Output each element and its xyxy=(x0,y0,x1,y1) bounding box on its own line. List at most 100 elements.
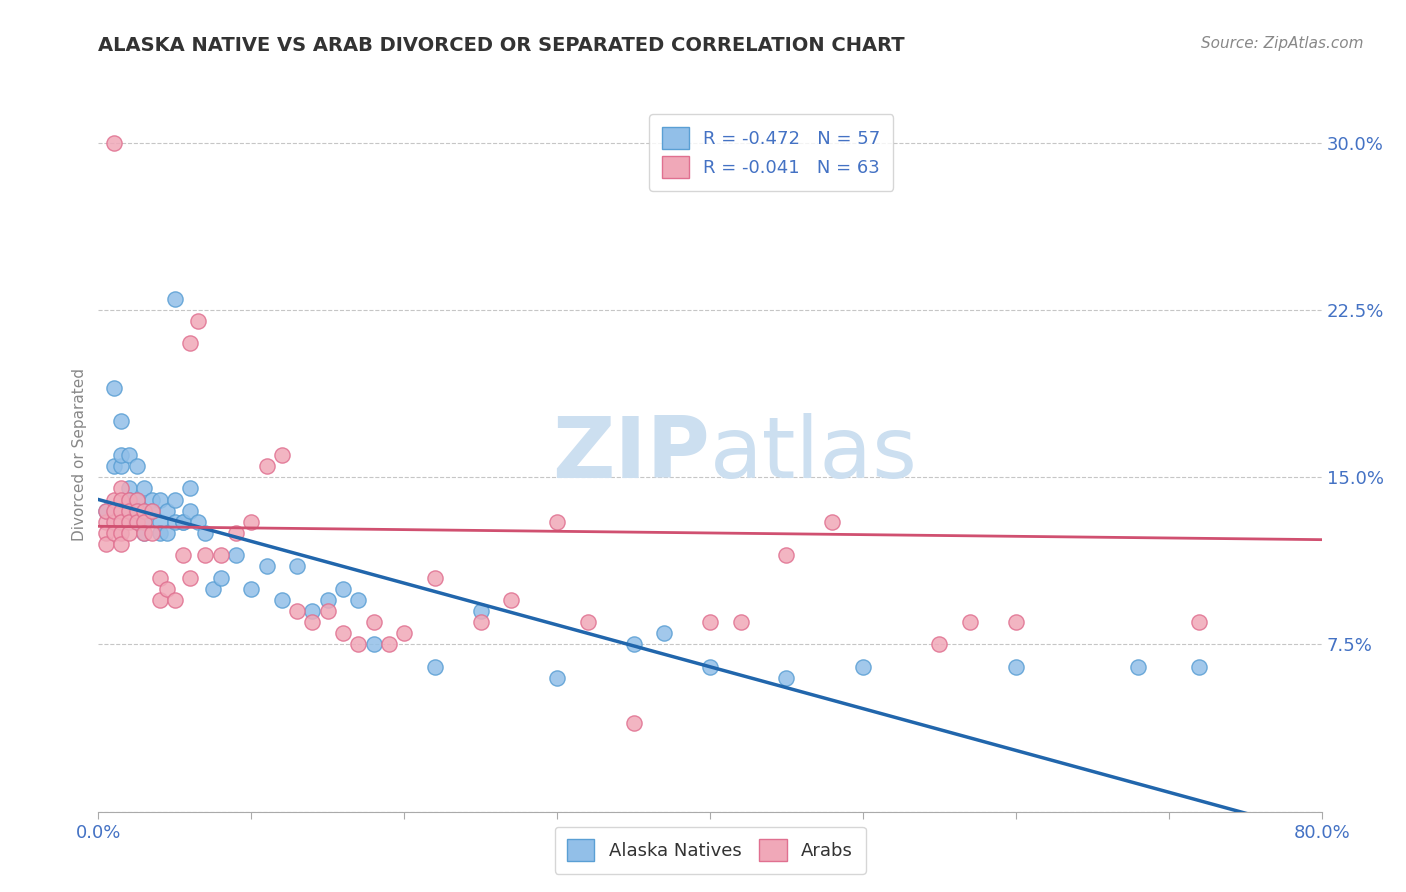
Point xyxy=(270,448,292,462)
Point xyxy=(209,548,232,563)
Point xyxy=(270,592,292,607)
Point xyxy=(285,604,308,618)
Point xyxy=(118,526,141,541)
Point xyxy=(149,526,172,541)
Point xyxy=(141,492,163,507)
Point xyxy=(141,503,163,517)
Point xyxy=(423,660,446,674)
Point xyxy=(134,482,156,496)
Point xyxy=(94,503,117,517)
Point xyxy=(316,592,339,607)
Point xyxy=(423,571,446,585)
Point xyxy=(172,515,194,529)
Point xyxy=(110,448,132,462)
Point xyxy=(149,571,172,585)
Point xyxy=(94,537,117,551)
Point xyxy=(240,582,263,596)
Point xyxy=(134,503,156,517)
Text: ALASKA NATIVE VS ARAB DIVORCED OR SEPARATED CORRELATION CHART: ALASKA NATIVE VS ARAB DIVORCED OR SEPARA… xyxy=(98,36,905,54)
Text: atlas: atlas xyxy=(710,413,918,497)
Point xyxy=(470,615,492,630)
Point xyxy=(187,314,209,328)
Point xyxy=(141,503,163,517)
Point xyxy=(775,671,797,685)
Point xyxy=(134,515,156,529)
Point xyxy=(730,615,752,630)
Point xyxy=(118,482,141,496)
Point xyxy=(94,515,117,529)
Point xyxy=(959,615,981,630)
Point xyxy=(118,448,141,462)
Point xyxy=(363,615,385,630)
Point xyxy=(156,503,179,517)
Point xyxy=(179,503,201,517)
Point xyxy=(1188,615,1211,630)
Point xyxy=(378,637,401,651)
Point xyxy=(94,526,117,541)
Point xyxy=(125,515,148,529)
Point xyxy=(110,414,132,429)
Point xyxy=(209,571,232,585)
Point xyxy=(94,503,117,517)
Point xyxy=(110,503,132,517)
Point xyxy=(110,515,132,529)
Point xyxy=(179,336,201,351)
Point xyxy=(134,503,156,517)
Point xyxy=(546,671,568,685)
Point xyxy=(110,482,132,496)
Point xyxy=(347,592,370,607)
Point xyxy=(103,526,125,541)
Point xyxy=(546,515,568,529)
Point xyxy=(125,459,148,474)
Point xyxy=(110,492,132,507)
Point xyxy=(256,559,278,574)
Point xyxy=(163,292,186,306)
Point xyxy=(118,492,141,507)
Text: ZIP: ZIP xyxy=(553,413,710,497)
Point xyxy=(194,548,217,563)
Point xyxy=(699,660,721,674)
Point xyxy=(125,503,148,517)
Point xyxy=(285,559,308,574)
Point xyxy=(775,548,797,563)
Point xyxy=(149,592,172,607)
Point xyxy=(187,515,209,529)
Point xyxy=(156,526,179,541)
Point xyxy=(623,637,645,651)
Point xyxy=(301,615,323,630)
Point xyxy=(103,381,125,395)
Point xyxy=(118,492,141,507)
Point xyxy=(179,482,201,496)
Point xyxy=(928,637,950,651)
Point xyxy=(110,459,132,474)
Point xyxy=(501,592,523,607)
Text: Source: ZipAtlas.com: Source: ZipAtlas.com xyxy=(1201,36,1364,51)
Point xyxy=(332,626,354,640)
Point xyxy=(652,626,675,640)
Point xyxy=(699,615,721,630)
Point xyxy=(163,492,186,507)
Point xyxy=(149,492,172,507)
Point xyxy=(125,515,148,529)
Point xyxy=(470,604,492,618)
Point xyxy=(301,604,323,618)
Point xyxy=(1004,615,1026,630)
Point xyxy=(163,515,186,529)
Point xyxy=(125,503,148,517)
Point xyxy=(576,615,599,630)
Point xyxy=(1128,660,1150,674)
Point xyxy=(202,582,225,596)
Point xyxy=(821,515,844,529)
Point xyxy=(149,515,172,529)
Point xyxy=(225,548,247,563)
Point xyxy=(172,515,194,529)
Point xyxy=(1188,660,1211,674)
Point xyxy=(363,637,385,651)
Point xyxy=(240,515,263,529)
Point xyxy=(852,660,875,674)
Point xyxy=(316,604,339,618)
Point xyxy=(347,637,370,651)
Point xyxy=(156,582,179,596)
Point xyxy=(103,503,125,517)
Point xyxy=(141,526,163,541)
